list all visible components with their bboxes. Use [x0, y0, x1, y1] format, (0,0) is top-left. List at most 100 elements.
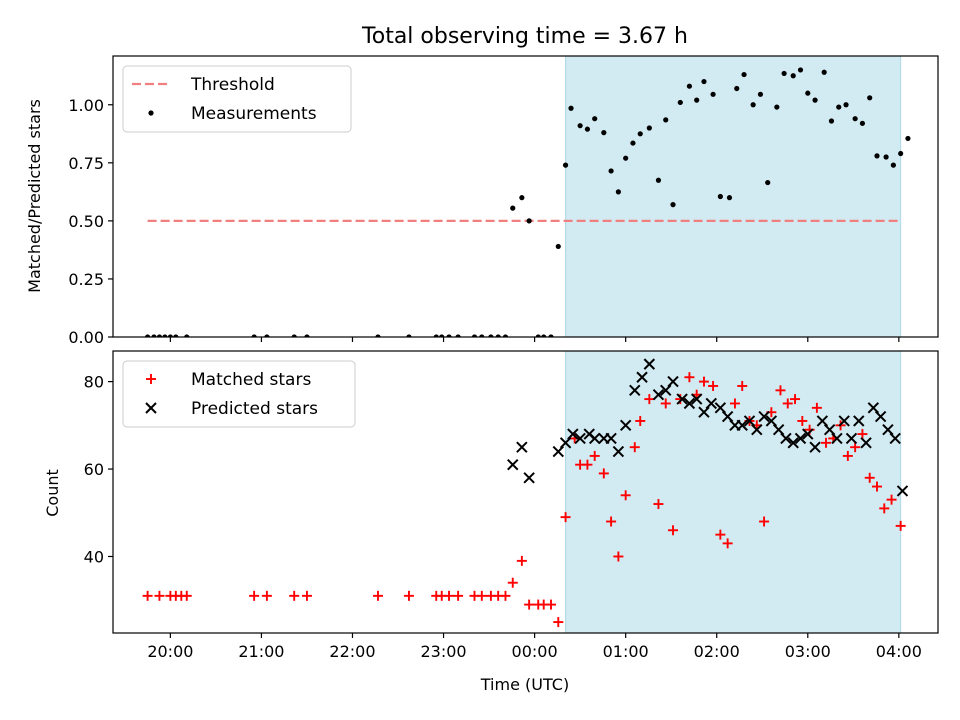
top-panel-y-axis-label: Matched/Predicted stars — [25, 99, 44, 293]
matched-star-point — [261, 590, 272, 601]
predicted-x-b — [809, 441, 821, 453]
measurement-point — [677, 99, 683, 106]
measurement-point — [433, 334, 439, 337]
predicted-star-point — [567, 428, 579, 440]
measurement-point — [867, 95, 873, 101]
matched-star-point — [553, 617, 564, 628]
measurement-point — [734, 85, 740, 92]
measurement-point — [843, 102, 849, 108]
top-panel-y-tick-label: 0.00 — [68, 328, 104, 347]
predicted-star-point — [605, 432, 617, 445]
matched-star-point — [620, 490, 631, 501]
predicted-x-b — [619, 419, 632, 432]
measurement-point — [577, 123, 583, 129]
matched-star-point — [857, 429, 868, 440]
matched-star-point — [516, 555, 527, 566]
matched-star-point — [589, 450, 600, 461]
matched-star-point — [606, 516, 617, 527]
legend-label: Matched stars — [191, 370, 311, 390]
measurement-point — [375, 334, 381, 337]
matched-star-point — [545, 599, 556, 610]
matched-star-point — [698, 376, 709, 387]
measurement-point — [479, 334, 485, 337]
matched-star-point — [289, 590, 300, 601]
x-tick-label: 20:00 — [147, 642, 193, 661]
measurement-point — [821, 69, 827, 75]
matched-star-point — [644, 394, 655, 405]
predicted-star-point — [802, 428, 814, 440]
predicted-star-point — [643, 358, 656, 370]
legend-matched-swatch — [146, 374, 156, 384]
predicted-x-b — [758, 410, 770, 423]
predicted-x-b — [896, 485, 909, 497]
predicted-star-point — [780, 432, 792, 445]
predicted-x-b — [874, 410, 887, 423]
measurement-point — [264, 334, 270, 337]
matched-star-point — [629, 442, 640, 453]
predicted-star-point — [765, 415, 778, 427]
predicted-star-point — [574, 432, 586, 445]
series-matched-stars — [142, 372, 906, 628]
predicted-star-point — [860, 437, 872, 449]
predicted-star-point — [831, 432, 843, 445]
predicted-star-point — [882, 423, 894, 436]
predicted-star-point — [683, 397, 696, 410]
matched-star-point — [886, 494, 897, 505]
matched-star-point — [444, 590, 455, 601]
measurement-point — [615, 189, 621, 195]
measurement-point — [502, 334, 509, 337]
measurement-point — [828, 118, 835, 124]
predicted-x-b — [772, 423, 785, 436]
predicted-x-b — [765, 415, 778, 427]
predicted-x-b — [652, 389, 665, 401]
matched-star-point — [613, 551, 624, 562]
predicted-star-point — [736, 419, 748, 432]
measurement-point — [646, 125, 652, 131]
predicted-star-point — [845, 432, 858, 445]
matched-star-point — [653, 499, 664, 510]
measurement-point — [601, 130, 607, 136]
bottom-panel-data — [142, 358, 909, 628]
matched-star-point — [635, 415, 646, 426]
x-axis-label: Time (UTC) — [480, 675, 569, 694]
matched-star-point — [675, 394, 686, 405]
predicted-star-point — [714, 402, 727, 414]
predicted-star-point — [698, 406, 710, 418]
top-panel-y-tick-label: 1.00 — [68, 96, 104, 115]
predicted-star-point — [743, 415, 756, 427]
measurement-point — [151, 334, 157, 337]
measurement-point — [655, 177, 662, 183]
x-tick-label: 23:00 — [420, 642, 466, 661]
measurement-point — [592, 116, 598, 122]
predicted-x-b — [831, 432, 843, 445]
measurement-point — [608, 168, 614, 174]
predicted-x-b — [660, 384, 672, 397]
predicted-x-b — [676, 393, 688, 405]
matched-star-point — [864, 472, 875, 483]
measurement-point — [765, 179, 771, 186]
predicted-x-b — [667, 375, 679, 388]
measurement-point — [694, 97, 700, 103]
matched-star-point — [500, 590, 511, 601]
measurement-point — [439, 334, 445, 337]
x-tick-label: 01:00 — [603, 642, 649, 661]
matched-star-point — [142, 590, 153, 601]
x-tick-label: 21:00 — [238, 642, 284, 661]
predicted-star-point — [823, 423, 836, 436]
predicted-x-b — [816, 415, 829, 427]
matched-star-point — [684, 372, 695, 383]
matched-star-point — [372, 590, 383, 601]
predicted-star-point — [636, 371, 648, 383]
predicted-star-point — [588, 432, 601, 445]
matched-star-point — [154, 590, 165, 601]
predicted-star-point — [629, 384, 641, 397]
legend-predicted-swatch — [145, 402, 157, 414]
matched-star-point — [708, 380, 719, 391]
predicted-star-point — [838, 415, 850, 427]
measurement-point — [781, 70, 787, 77]
measurement-point — [167, 334, 173, 337]
measurement-point — [251, 334, 257, 337]
measurement-point — [406, 334, 412, 337]
matched-star-point — [811, 402, 822, 413]
